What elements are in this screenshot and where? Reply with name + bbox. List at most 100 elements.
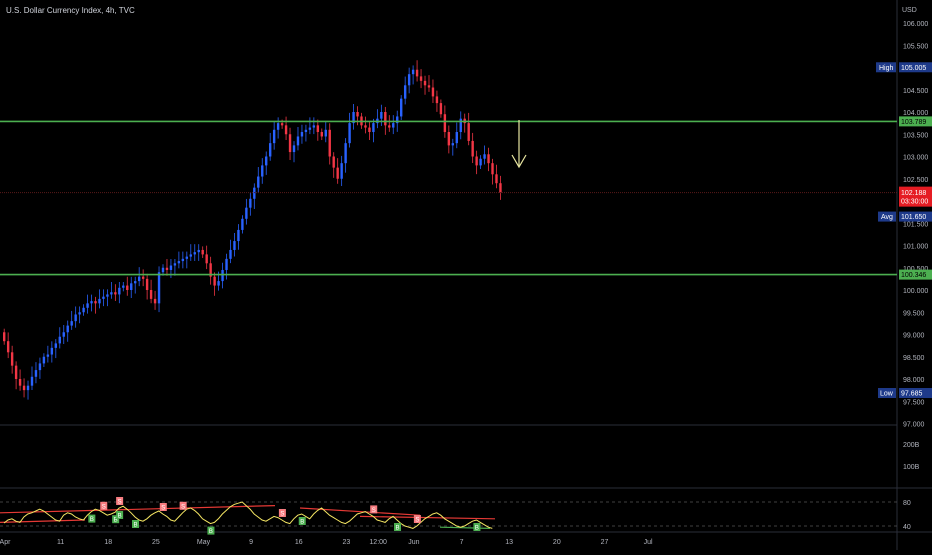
candle-body: [332, 156, 335, 168]
candle-body: [324, 129, 327, 137]
x-tick-label: Apr: [0, 539, 11, 546]
low-value-badge-bg: [899, 388, 932, 399]
x-tick-label: 7: [460, 539, 464, 546]
last-price-badge-bg: [899, 186, 932, 207]
sell-signal-tag-bg: [413, 515, 421, 523]
y-tick-label: 97.000: [903, 422, 925, 429]
resistance-value-badge-bg: [899, 116, 932, 127]
candle-body: [169, 265, 173, 270]
candle-body: [114, 292, 117, 295]
candle-body: [427, 85, 431, 88]
y-tick-label: 106.000: [903, 21, 928, 28]
candle-body: [141, 276, 145, 279]
candle-body: [82, 307, 85, 313]
candle-body: [38, 363, 42, 371]
candle-body: [475, 156, 478, 166]
sell-signal-tag-bg: [278, 509, 286, 517]
down-arrow-head[interactable]: [511, 154, 527, 169]
candle-body: [118, 287, 121, 295]
candle-body: [237, 229, 240, 242]
sell-signal-tag: S: [280, 512, 284, 518]
candle-body: [261, 165, 264, 177]
x-tick-label: 18: [104, 539, 112, 546]
candle-body: [491, 163, 494, 175]
sell-signal-tag: S: [372, 508, 376, 514]
indicator-trendline[interactable]: [439, 526, 491, 529]
support-value-badge: 100.346: [901, 272, 926, 279]
high-value-badge: 105.005: [901, 65, 926, 72]
candle-body: [157, 272, 161, 304]
candle-body: [241, 218, 244, 230]
high-tag-bg: [876, 62, 896, 73]
candle-body: [364, 125, 367, 128]
candle-body: [229, 249, 232, 259]
y-tick-label: 99.000: [903, 333, 925, 340]
candle-body: [185, 256, 189, 259]
buy-signal-tag-bg: [473, 523, 481, 531]
candle-body: [221, 269, 224, 282]
candle-body: [134, 281, 137, 284]
sell-signal-tag-bg: [159, 503, 167, 511]
buy-signal-tag-bg: [88, 514, 96, 523]
y-tick-label: 100.000: [903, 288, 928, 295]
candle-body: [213, 276, 216, 286]
x-tick-label: 9: [249, 539, 253, 546]
y-tick-label: 104.000: [903, 110, 928, 117]
candle-body: [292, 145, 296, 153]
candle-body: [320, 132, 323, 137]
candle-body: [455, 132, 458, 144]
buy-signal-tag-bg: [394, 523, 402, 531]
candle-body: [249, 198, 252, 208]
high-tag-label: High: [879, 65, 894, 72]
candle-body: [181, 258, 185, 262]
candle-body: [6, 341, 10, 353]
candle-body: [62, 332, 65, 337]
candle-body: [265, 156, 268, 166]
y-tick-label: 101.000: [903, 244, 928, 251]
buy-signal-tag: B: [90, 517, 94, 523]
candle-body: [388, 125, 391, 128]
candle-body: [161, 267, 165, 273]
y-tick-label: 98.500: [903, 355, 925, 362]
y-tick-label: 104.500: [903, 88, 928, 95]
indicator-trendline[interactable]: [0, 519, 86, 523]
candle-body: [304, 129, 308, 133]
candle-body: [126, 285, 129, 290]
candle-body: [268, 143, 272, 157]
candle-body: [197, 249, 200, 253]
candle-body: [459, 118, 462, 133]
candle-body: [419, 76, 423, 81]
candle-body: [14, 365, 18, 379]
candle-body: [296, 136, 300, 146]
candle-body: [407, 74, 411, 86]
sell-signal-tag: S: [102, 504, 106, 510]
x-tick-label: Jun: [408, 539, 419, 546]
y-tick-label: 103.000: [903, 155, 928, 162]
candle-body: [368, 127, 371, 133]
candle-body: [78, 312, 81, 315]
candle-body: [130, 283, 133, 290]
sell-signal-tag-bg: [179, 501, 187, 510]
indicator-trendline[interactable]: [0, 509, 96, 514]
candle-body: [34, 370, 38, 377]
x-tick-label: 23: [343, 539, 351, 546]
candle-body: [66, 325, 69, 333]
buy-signal-tag: B: [396, 526, 400, 532]
candle-body: [137, 276, 141, 282]
last-price-value: 102.188: [901, 190, 926, 197]
bar-countdown: 03:30:00: [901, 199, 928, 206]
candle-body: [439, 103, 443, 115]
sell-signal-tag: S: [161, 506, 165, 512]
indicator-tick-label: 40: [903, 524, 911, 531]
indicator-trendline[interactable]: [299, 507, 421, 516]
avg-tag-label: Avg: [881, 214, 893, 221]
candle-body: [74, 314, 77, 322]
candle-body: [487, 154, 490, 164]
candle-body: [284, 125, 288, 135]
candle-body: [122, 285, 125, 288]
candle-body: [10, 352, 14, 366]
volume-tick-label: 100B: [903, 464, 920, 471]
candle-body: [90, 301, 93, 304]
